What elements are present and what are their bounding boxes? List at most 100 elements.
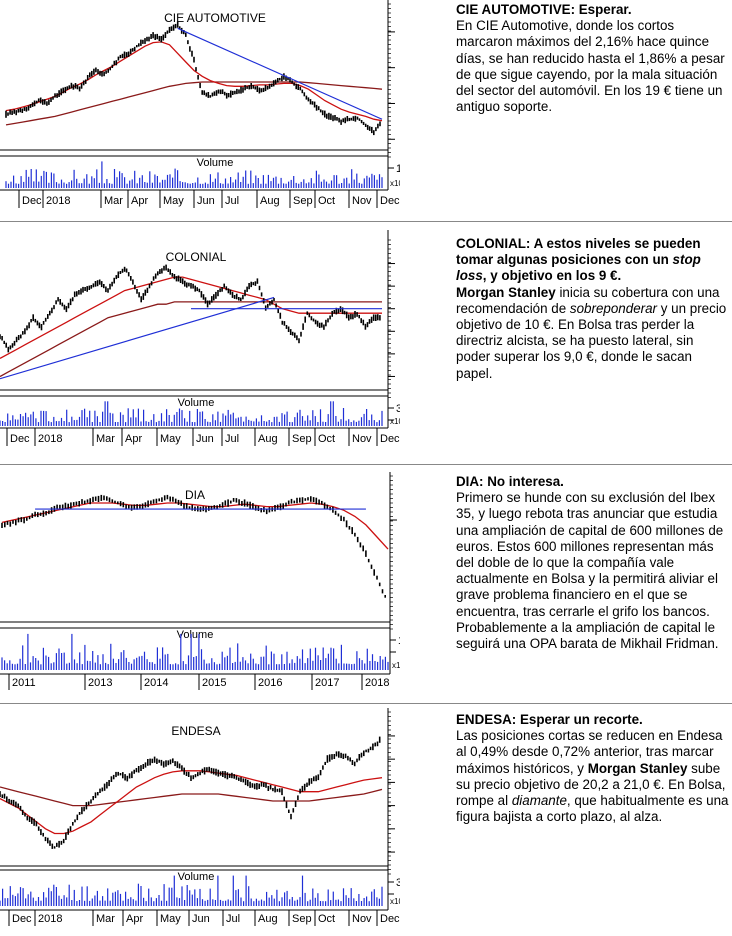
colonial-body-part: inicia su cobertura con una recomendació…: [456, 284, 720, 316]
x-axis-tick-label: Apr: [131, 195, 148, 207]
x-axis-tick-label: 2018: [365, 677, 389, 689]
moving-average-fast-line: [5, 41, 383, 122]
x-axis-tick-label: Jul: [225, 195, 239, 207]
colonial-text: COLONIAL: A estos niveles se pueden toma…: [456, 236, 730, 382]
x-axis-tick-label: 2013: [88, 677, 112, 689]
x-axis-tick-label: 2014: [144, 677, 168, 689]
moving-average-slow-line: [0, 786, 383, 807]
x-axis-tick-label: Dec: [10, 433, 30, 445]
endesa-body-part: , que habitualmente es una figura bajist…: [456, 793, 729, 825]
moving-average-fast-line: [0, 276, 382, 359]
x-axis-tick-label: May: [160, 433, 181, 445]
chart-colonial: COLONIAL10.09.59.08.58.07.5Volume3000000…: [0, 230, 400, 446]
endesa-heading: ENDESA: Esperar un recorte.: [456, 712, 643, 727]
volume-tick-label: 10000: [398, 635, 400, 647]
x-axis-tick-label: 2016: [258, 677, 282, 689]
x-axis-tick-label: Dec: [380, 913, 400, 925]
volume-scale-label: x100: [390, 897, 400, 906]
x-axis-tick-label: Sep: [292, 913, 312, 925]
x-axis-tick-label: Aug: [260, 195, 280, 207]
x-axis-tick-label: Aug: [258, 433, 278, 445]
panel-dia: DIA5Volume100005000x10000201120132014201…: [0, 472, 732, 700]
x-axis-tick-label: 2018: [38, 433, 62, 445]
colonial-heading-part: , y objetivo en los 9 €.: [482, 268, 622, 284]
volume-label: Volume: [177, 629, 214, 641]
x-axis-tick-label: Apr: [126, 913, 143, 925]
chart-title: ENDESA: [171, 724, 220, 738]
chart-title: DIA: [185, 488, 205, 502]
x-axis-tick-label: Jun: [196, 433, 214, 445]
chart-title: CIE AUTOMOTIVE: [164, 11, 266, 25]
x-axis-tick-label: 2015: [202, 677, 226, 689]
colonial-body-part: y un precio objetivo de 10 €. En Bolsa t…: [456, 300, 727, 381]
panel-cie: CIE AUTOMOTIVE35302520Volume10000x100Dec…: [0, 0, 732, 215]
x-axis-tick-label: 2018: [38, 913, 62, 925]
colonial-body-bold: Morgan Stanley: [456, 284, 556, 300]
volume-label: Volume: [197, 157, 234, 169]
volume-tick-label: 10000: [396, 163, 400, 175]
moving-average-slow-line: [0, 301, 382, 378]
x-axis-tick-label: Dec: [380, 433, 400, 445]
x-axis-tick-label: May: [160, 913, 181, 925]
x-axis-tick-label: Oct: [318, 195, 335, 207]
x-axis-tick-label: Sep: [292, 433, 312, 445]
volume-scale-label: x10000: [392, 661, 400, 670]
dia-heading: DIA: No interesa.: [456, 474, 564, 489]
x-axis-tick-label: Jul: [226, 913, 240, 925]
colonial-heading: COLONIAL: A estos niveles se pueden toma…: [456, 236, 730, 285]
separator: [0, 221, 732, 222]
volume-label: Volume: [178, 871, 215, 883]
separator: [0, 703, 732, 704]
volume-tick-label: 30000: [396, 403, 400, 415]
colonial-heading-italic: stop loss: [456, 252, 701, 284]
chart-dia: DIA5Volume100005000x10000201120132014201…: [0, 472, 400, 690]
trendline: [177, 27, 383, 120]
x-axis-tick-label: Jun: [197, 195, 215, 207]
x-axis-tick-label: Jul: [225, 433, 239, 445]
x-axis-tick-label: Oct: [318, 913, 335, 925]
endesa-body-part: sube su precio objetivo de 20,2 a 21,0 €…: [456, 760, 726, 809]
x-axis-tick-label: May: [163, 195, 184, 207]
x-axis-tick-label: Oct: [318, 433, 335, 445]
moving-average-slow-line: [5, 81, 383, 126]
separator: [0, 464, 732, 465]
chart-cie: CIE AUTOMOTIVE35302520Volume10000x100Dec…: [0, 0, 400, 208]
cie-body: En CIE Automotive, donde los cortos marc…: [456, 18, 725, 115]
moving-average-fast-line: [0, 770, 383, 835]
volume-tick-label: 30000: [396, 877, 400, 889]
endesa-text: ENDESA: Esperar un recorte. Las posicion…: [456, 712, 730, 825]
x-axis-tick-label: 2018: [46, 195, 70, 207]
volume-scale-label: x100: [390, 179, 400, 188]
x-axis-tick-label: Dec: [22, 195, 42, 207]
dia-text: DIA: No interesa. Primero se hunde con s…: [456, 474, 730, 652]
endesa-body-italic: diamante: [511, 793, 567, 809]
x-axis-tick-label: Mar: [96, 433, 115, 445]
endesa-body-bold: Morgan Stanley: [587, 760, 688, 776]
endesa-body-part: Las posiciones cortas se reducen en Ende…: [456, 728, 723, 776]
chart-endesa: ENDESA212019181716Volume30000000x100Dec2…: [0, 708, 400, 926]
x-axis-tick-label: 2017: [315, 677, 339, 689]
endesa-body: Las posiciones cortas se reducen en Ende…: [456, 728, 730, 825]
x-axis-tick-label: Dec: [12, 913, 32, 925]
x-axis-tick-label: Mar: [104, 195, 123, 207]
panel-colonial: COLONIAL10.09.59.08.58.07.5Volume3000000…: [0, 230, 732, 460]
colonial-body-italic: sobreponderar: [569, 300, 658, 316]
colonial-heading-part: COLONIAL: A estos niveles se pueden toma…: [456, 236, 701, 268]
x-axis-tick-label: Apr: [125, 433, 142, 445]
moving-average-slow-line: [1, 502, 389, 550]
x-axis-tick-label: Nov: [352, 195, 372, 207]
panel-endesa: ENDESA212019181716Volume30000000x100Dec2…: [0, 708, 732, 936]
cie-heading: CIE AUTOMOTIVE: Esperar.: [456, 2, 632, 17]
cie-text: CIE AUTOMOTIVE: Esperar. En CIE Automoti…: [456, 2, 730, 115]
colonial-body: Morgan Stanley inicia su cobertura con u…: [456, 285, 730, 382]
x-axis-tick-label: Dec: [380, 195, 400, 207]
trendline: [0, 296, 275, 380]
x-axis-tick-label: Nov: [352, 913, 372, 925]
volume-scale-label: x100: [390, 417, 400, 426]
x-axis-tick-label: 2011: [12, 677, 36, 689]
x-axis-tick-label: Nov: [352, 433, 372, 445]
x-axis-tick-label: Mar: [96, 913, 115, 925]
x-axis-tick-label: Jun: [192, 913, 210, 925]
x-axis-tick-label: Sep: [293, 195, 313, 207]
dia-body: Primero se hunde con su exclusión del Ib…: [456, 490, 724, 652]
